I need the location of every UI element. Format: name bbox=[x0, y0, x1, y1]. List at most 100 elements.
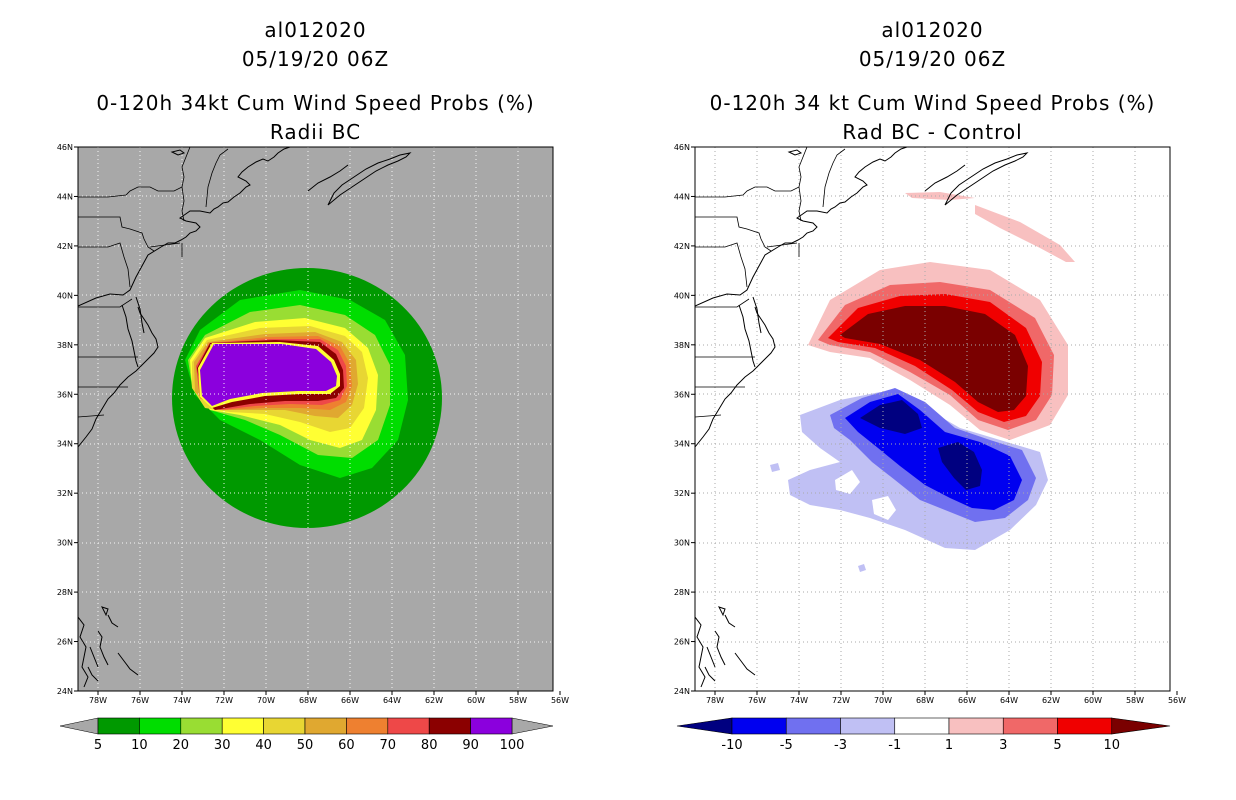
left-lat-label: 24N bbox=[57, 687, 73, 696]
left-map bbox=[77, 146, 554, 692]
left-colorbar-low-arrow bbox=[59, 717, 99, 735]
right-lon-label: 72W bbox=[832, 696, 850, 705]
left-lon-label: 70W bbox=[257, 696, 275, 705]
left-colorbar-swatch bbox=[139, 717, 182, 735]
right-colorbar-label: -10 bbox=[721, 738, 742, 753]
left-subtitle: Radii BC bbox=[269, 120, 362, 144]
right-lon-label: 58W bbox=[1126, 696, 1144, 705]
right-lon-label: 76W bbox=[748, 696, 766, 705]
right-colorbar-swatch bbox=[731, 717, 787, 735]
left-lon-label: 56W bbox=[551, 696, 569, 705]
left-lat-label: 26N bbox=[57, 638, 73, 647]
left-lat-label: 38N bbox=[57, 341, 73, 350]
left-colorbar-label: 70 bbox=[380, 738, 397, 753]
right-lat-label: 32N bbox=[674, 489, 690, 498]
left-lon-label: 60W bbox=[467, 696, 485, 705]
right-map bbox=[694, 146, 1171, 692]
left-colorbar-swatch bbox=[221, 717, 264, 735]
left-colorbar-swatch bbox=[346, 717, 389, 735]
left-lon-label: 66W bbox=[341, 696, 359, 705]
left-lat-label: 30N bbox=[57, 539, 73, 548]
left-colorbar-label: 50 bbox=[297, 738, 314, 753]
left-lat-label: 34N bbox=[57, 440, 73, 449]
left-title: 0-120h 34kt Cum Wind Speed Probs (%) bbox=[96, 91, 535, 115]
right-map-frame bbox=[694, 146, 1171, 692]
right-colorbar-swatch bbox=[840, 717, 896, 735]
left-colorbar-label: 10 bbox=[131, 738, 148, 753]
left-lon-label: 72W bbox=[215, 696, 233, 705]
right-colorbar-high-arrow bbox=[1111, 717, 1171, 735]
left-lat-label: 46N bbox=[57, 143, 73, 152]
left-lat-label: 28N bbox=[57, 588, 73, 597]
left-lon-label: 76W bbox=[131, 696, 149, 705]
right-subtitle: Rad BC - Control bbox=[842, 120, 1023, 144]
right-lon-label: 66W bbox=[958, 696, 976, 705]
left-colorbar-swatch bbox=[387, 717, 430, 735]
right-colorbar-label: 10 bbox=[1103, 738, 1120, 753]
left-axes: 46N 44N 42N 40N 38N 36N 34N 32N 30N 28N 26N 24N 78W 7… bbox=[57, 143, 569, 705]
right-lon-label: 60W bbox=[1084, 696, 1102, 705]
left-lon-label: 62W bbox=[425, 696, 443, 705]
right-colorbar-swatch bbox=[948, 717, 1004, 735]
left-colorbar: 5 10 20 30 40 50 60 70 80 90 100 bbox=[59, 717, 554, 753]
right-colorbar-label: -3 bbox=[834, 738, 847, 753]
left-lon-label: 64W bbox=[383, 696, 401, 705]
left-lon-label: 78W bbox=[89, 696, 107, 705]
left-colorbar-label: 5 bbox=[94, 738, 102, 753]
left-lat-label: 32N bbox=[57, 489, 73, 498]
right-lat-label: 38N bbox=[674, 341, 690, 350]
left-colorbar-label: 90 bbox=[462, 738, 479, 753]
left-colorbar-swatch bbox=[263, 717, 306, 735]
right-title: 0-120h 34 kt Cum Wind Speed Probs (%) bbox=[709, 91, 1156, 115]
right-colorbar-low-arrow bbox=[676, 717, 733, 735]
left-map-frame bbox=[77, 146, 554, 692]
right-axes: 46N 44N 42N 40N 38N 36N 34N 32N 30N 28N 26N 24N 78W 7… bbox=[674, 143, 1186, 705]
left-lon-label: 74W bbox=[173, 696, 191, 705]
right-lat-label: 34N bbox=[674, 440, 690, 449]
left-colorbar-label: 20 bbox=[173, 738, 190, 753]
left-colorbar-swatch bbox=[180, 717, 223, 735]
right-lon-label: 64W bbox=[1000, 696, 1018, 705]
left-colorbar-high-arrow bbox=[511, 717, 554, 735]
right-lat-label: 40N bbox=[674, 291, 690, 300]
right-lon-label: 78W bbox=[706, 696, 724, 705]
left-lat-label: 42N bbox=[57, 242, 73, 251]
right-colorbar-label: -1 bbox=[888, 738, 901, 753]
right-lat-label: 42N bbox=[674, 242, 690, 251]
left-lat-label: 36N bbox=[57, 390, 73, 399]
left-colorbar-swatch bbox=[470, 717, 513, 735]
left-lon-label: 58W bbox=[509, 696, 527, 705]
right-colorbar-swatch bbox=[894, 717, 950, 735]
right-colorbar-label: -5 bbox=[780, 738, 793, 753]
left-lon-label: 68W bbox=[299, 696, 317, 705]
right-colorbar-swatch bbox=[1002, 717, 1058, 735]
right-lon-label: 74W bbox=[790, 696, 808, 705]
right-colorbar-swatch bbox=[785, 717, 841, 735]
right-datetime: 05/19/20 06Z bbox=[858, 47, 1007, 71]
right-lat-label: 26N bbox=[674, 638, 690, 647]
right-colorbar: -10 -5 -3 -1 1 3 5 10 bbox=[676, 717, 1171, 753]
right-lon-label: 68W bbox=[916, 696, 934, 705]
left-colorbar-swatch bbox=[304, 717, 347, 735]
right-colorbar-label: 1 bbox=[945, 738, 953, 753]
right-lat-label: 44N bbox=[674, 192, 690, 201]
right-lat-label: 46N bbox=[674, 143, 690, 152]
left-colorbar-label: 80 bbox=[421, 738, 438, 753]
right-lat-label: 30N bbox=[674, 539, 690, 548]
right-lat-label: 36N bbox=[674, 390, 690, 399]
right-lat-label: 24N bbox=[674, 687, 690, 696]
right-colorbar-label: 3 bbox=[999, 738, 1007, 753]
right-lon-label: 70W bbox=[874, 696, 892, 705]
left-colorbar-label: 100 bbox=[500, 738, 525, 753]
left-colorbar-swatch bbox=[428, 717, 471, 735]
left-lat-label: 40N bbox=[57, 291, 73, 300]
right-lon-label: 56W bbox=[1168, 696, 1186, 705]
right-lat-label: 28N bbox=[674, 588, 690, 597]
left-colorbar-label: 30 bbox=[214, 738, 231, 753]
left-colorbar-label: 40 bbox=[255, 738, 272, 753]
right-storm-id: al012020 bbox=[881, 18, 984, 42]
left-lat-label: 44N bbox=[57, 192, 73, 201]
right-colorbar-label: 5 bbox=[1053, 738, 1061, 753]
left-colorbar-label: 60 bbox=[338, 738, 355, 753]
